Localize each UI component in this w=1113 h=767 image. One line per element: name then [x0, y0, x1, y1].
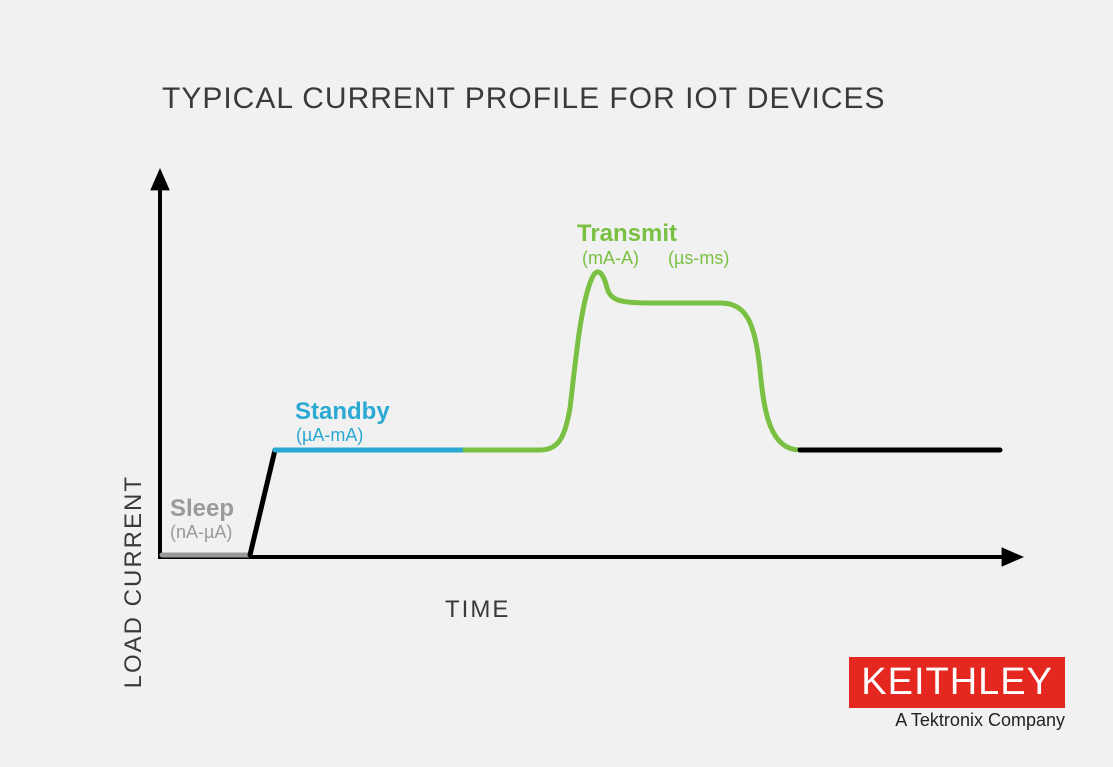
- x-axis-arrow: [1002, 547, 1024, 567]
- transmit-line: [465, 272, 800, 450]
- rise-line: [250, 450, 275, 555]
- logo-main-text: KEITHLEY: [849, 657, 1065, 708]
- y-axis-arrow: [150, 168, 170, 190]
- line-chart: [0, 0, 1113, 767]
- logo-sub-text: A Tektronix Company: [895, 710, 1065, 731]
- brand-logo: KEITHLEY A Tektronix Company: [849, 657, 1065, 731]
